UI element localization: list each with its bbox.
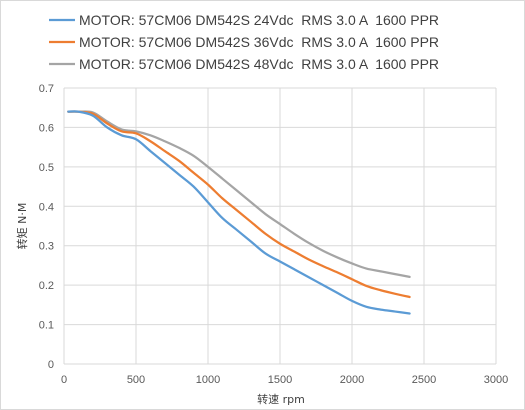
y-tick-label: 0.2 xyxy=(39,280,54,292)
y-axis-title: 转矩 N·M xyxy=(15,203,29,250)
y-tick-label: 0.4 xyxy=(39,201,54,213)
x-axis-title: 转速 rpm xyxy=(257,392,305,406)
axes: 0 0.1 0.2 0.3 0.4 0.5 0.6 0.7 0 500 1000 1500 2000 25… xyxy=(39,83,509,386)
y-tick-label: 0.1 xyxy=(39,320,54,332)
y-tick-label: 0.6 xyxy=(39,122,54,134)
grid xyxy=(63,87,497,365)
x-tick-label: 2500 xyxy=(412,374,436,386)
series-layer xyxy=(67,110,411,315)
legend: MOTOR: 57CM06 DM542S 24Vdc RMS 3.0 A 160… xyxy=(49,12,439,72)
y-tick-label: 0.7 xyxy=(39,83,54,95)
x-tick-label: 1500 xyxy=(268,374,292,386)
x-tick-label: 3000 xyxy=(484,374,508,386)
y-tick-label: 0.5 xyxy=(39,162,54,174)
legend-label: MOTOR: 57CM06 DM542S 24Vdc RMS 3.0 A 160… xyxy=(79,12,439,28)
x-tick-label: 1000 xyxy=(196,374,220,386)
series-line-36vdc xyxy=(67,110,411,299)
legend-label: MOTOR: 57CM06 DM542S 36Vdc RMS 3.0 A 160… xyxy=(79,34,439,50)
y-tick-label: 0.3 xyxy=(39,241,54,253)
x-tick-label: 500 xyxy=(127,374,145,386)
y-tick-label: 0 xyxy=(48,359,54,371)
legend-label: MOTOR: 57CM06 DM542S 48Vdc RMS 3.0 A 160… xyxy=(79,56,439,72)
x-tick-label: 2000 xyxy=(340,374,364,386)
x-tick-label: 0 xyxy=(61,374,67,386)
series-line-24vdc xyxy=(67,110,411,315)
series-line-48vdc xyxy=(67,110,411,278)
